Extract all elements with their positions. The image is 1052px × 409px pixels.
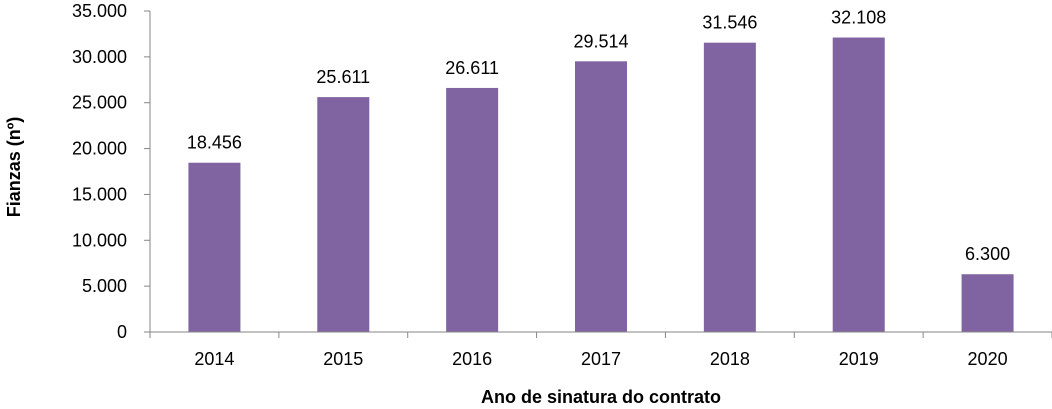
bar-2019: [832, 37, 885, 332]
bar-2017: [575, 61, 627, 333]
x-tick-label-2015: 2015: [323, 349, 363, 369]
x-tick-label-2016: 2016: [452, 349, 492, 369]
y-tick-label: 35.000: [72, 1, 127, 21]
y-tick-label: 10.000: [72, 230, 127, 250]
bar-2015: [317, 97, 370, 333]
data-label-2016: 26.611: [445, 58, 499, 78]
y-tick-label: 25.000: [72, 93, 127, 113]
x-tick-label-2020: 2020: [968, 349, 1008, 369]
y-tick-label: 15.000: [72, 184, 127, 204]
data-label-2017: 29.514: [573, 31, 628, 51]
y-tick-label: 5.000: [82, 276, 127, 296]
x-tick-label-2017: 2017: [581, 349, 621, 369]
data-label-2018: 31.546: [702, 13, 757, 33]
bar-2020: [961, 274, 1014, 332]
x-tick-label-2019: 2019: [839, 349, 879, 369]
bars: [188, 37, 1014, 333]
x-axis-title: Ano de sinatura do contrato: [481, 387, 721, 407]
x-tick-label-2018: 2018: [710, 349, 750, 369]
data-label-2020: 6.300: [965, 244, 1010, 264]
labels: 0 5.000 10.000 15.000 20.000 25.000 30.000 35.0…: [72, 1, 1010, 369]
y-axis-title: Fianzas (nº): [4, 117, 24, 218]
x-tick-label-2014: 2014: [194, 349, 234, 369]
y-tick-label: 20.000: [72, 139, 127, 159]
axes: [144, 10, 1052, 338]
data-label-2015: 25.611: [316, 67, 370, 87]
bar-2018: [703, 42, 756, 333]
data-label-2014: 18.456: [187, 133, 242, 153]
data-label-2019: 32.108: [831, 8, 886, 28]
bar-2014: [188, 162, 241, 332]
y-tick-label: 0: [117, 322, 127, 342]
y-tick-label: 30.000: [72, 47, 127, 67]
bar-2016: [446, 87, 499, 332]
